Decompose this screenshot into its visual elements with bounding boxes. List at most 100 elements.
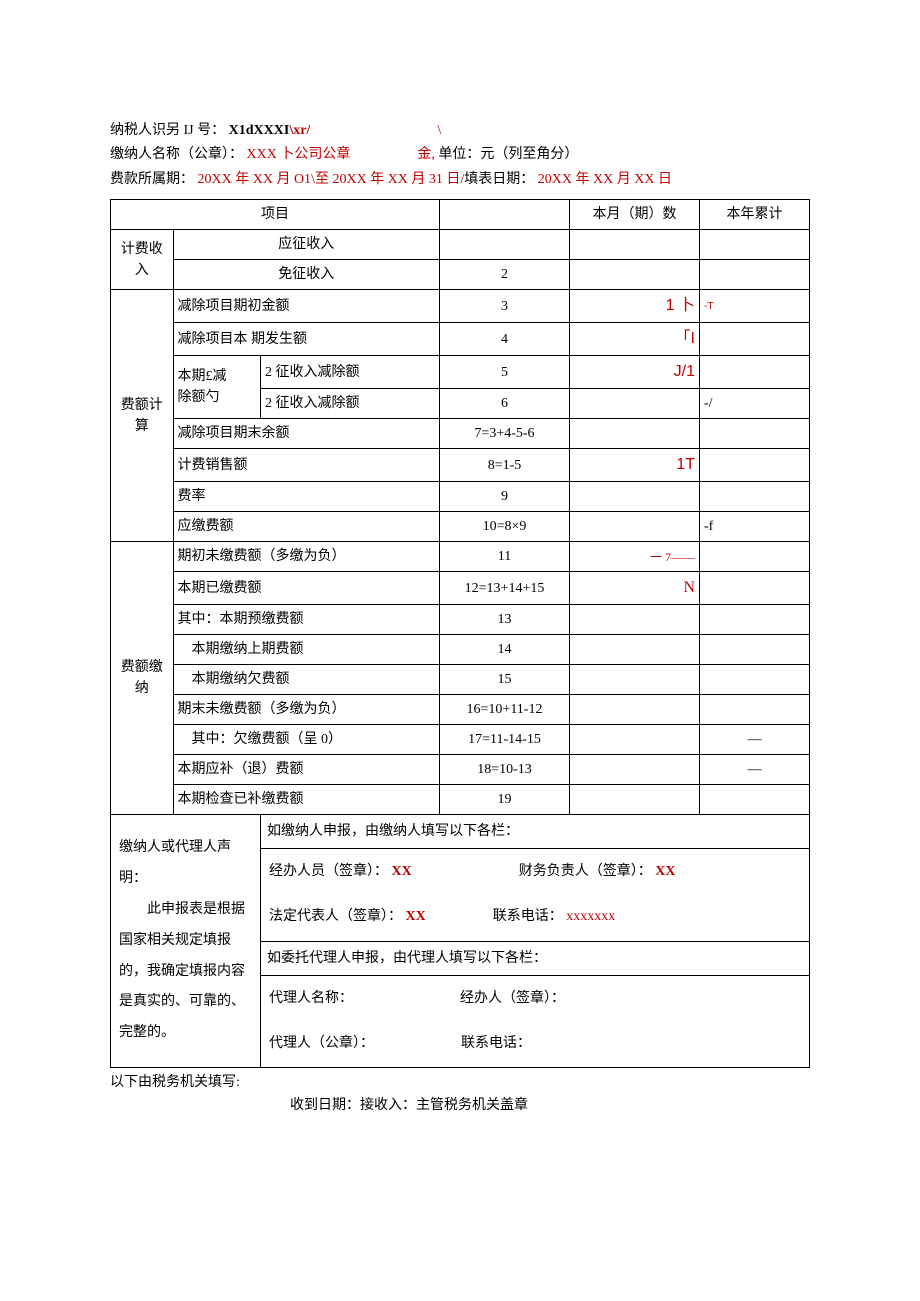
table-row: 期末未缴费额（多缴为负） 16=10+11-12 bbox=[111, 695, 810, 725]
agent-tel-label: 联系电话： bbox=[461, 1036, 531, 1051]
header-taxpayer-id: 纳税人识另 IJ 号： X1dXXXI\xr/ \ bbox=[110, 120, 810, 142]
sub-b: 2 征收入减除额 bbox=[261, 389, 440, 419]
row-year bbox=[700, 695, 810, 725]
table-row: 本期缴纳上期费额 14 bbox=[111, 635, 810, 665]
legal-label: 法定代表人（签章）： bbox=[269, 909, 402, 924]
row-year bbox=[700, 572, 810, 605]
finance-label: 财务负责人（签章）： bbox=[519, 864, 652, 879]
row-year bbox=[700, 419, 810, 449]
agent-handler-label: 经办人（签章）： bbox=[460, 991, 565, 1006]
row-month bbox=[570, 389, 700, 419]
row-label: 本期已缴费额 bbox=[173, 572, 440, 605]
row-label: 应征收入 bbox=[173, 230, 440, 260]
row-label: 减除项目期末余额 bbox=[173, 419, 440, 449]
row-year: -T bbox=[700, 290, 810, 323]
row-month bbox=[570, 419, 700, 449]
row-num bbox=[440, 230, 570, 260]
label: 缴纳人名称（公章）： bbox=[110, 147, 243, 162]
row-year bbox=[700, 449, 810, 482]
row-label: 期初未缴费额（多缴为负） bbox=[173, 542, 440, 572]
value-red: \xr/ bbox=[289, 123, 310, 138]
row-num: 4 bbox=[440, 323, 570, 356]
agent-seal-label: 代理人（公章）： bbox=[269, 1036, 374, 1051]
row-month: 「I bbox=[570, 323, 700, 356]
decl-body: 此申报表是根据国家相关规定填报的，我确定填报内容是真实的、可靠的、完整的。 bbox=[119, 895, 252, 1049]
row-num: 10=8×9 bbox=[440, 512, 570, 542]
tel-value: xxxxxxx bbox=[566, 909, 615, 924]
tel-label: 联系电话： bbox=[493, 909, 563, 924]
row-num: 13 bbox=[440, 605, 570, 635]
row-month: 一 7—— bbox=[570, 542, 700, 572]
row-month bbox=[570, 605, 700, 635]
table-row: 费额缴纳 期初未缴费额（多缴为负） 11 一 7—— bbox=[111, 542, 810, 572]
row-label: 费率 bbox=[173, 482, 440, 512]
row-month: 1T bbox=[570, 449, 700, 482]
col-num bbox=[440, 200, 570, 230]
row-num: 3 bbox=[440, 290, 570, 323]
row-year bbox=[700, 605, 810, 635]
row-year bbox=[700, 323, 810, 356]
row-num: 12=13+14+15 bbox=[440, 572, 570, 605]
row-month bbox=[570, 695, 700, 725]
row-month: N bbox=[570, 572, 700, 605]
payer-sign-block: 经办人员（签章）： XX 财务负责人（签章）： XX 法定代表人（签章）： XX… bbox=[261, 849, 810, 942]
t: 本期£减 bbox=[178, 369, 227, 384]
end: 20XX 年 XX 月 31 日 bbox=[332, 172, 460, 187]
row-month: 1 卜 bbox=[570, 290, 700, 323]
table-row: 本期已缴费额 12=13+14+15 N bbox=[111, 572, 810, 605]
decl-title: 缴纳人或代理人声明： bbox=[119, 833, 252, 895]
row-num: 17=11-14-15 bbox=[440, 725, 570, 755]
row-month bbox=[570, 755, 700, 785]
table-header-row: 项目 本月（期）数 本年累计 bbox=[111, 200, 810, 230]
table-row: 费额计算 减除项目期初金额 3 1 卜 -T bbox=[111, 290, 810, 323]
t: 除额勺 bbox=[178, 390, 220, 405]
footer: 以下由税务机关填写: 收到日期：接收入：主管税务机关盖章 bbox=[110, 1072, 810, 1117]
header-payer-name: 缴纳人名称（公章）： XXX 卜公司公章 金, 单位：元（列至角分） bbox=[110, 144, 810, 166]
row-month bbox=[570, 785, 700, 815]
row-year bbox=[700, 665, 810, 695]
handler-label: 经办人员（签章）： bbox=[269, 864, 388, 879]
row-label: 其中：欠缴费额（呈 0） bbox=[173, 725, 440, 755]
fill-label: 填表日期： bbox=[464, 172, 534, 187]
handler-value: XX bbox=[392, 864, 412, 879]
sep: \至 bbox=[311, 172, 329, 187]
row-num: 18=10-13 bbox=[440, 755, 570, 785]
legal-value: XX bbox=[406, 909, 426, 924]
group-income: 计费收入 bbox=[111, 230, 174, 290]
col-month: 本月（期）数 bbox=[570, 200, 700, 230]
row-month bbox=[570, 725, 700, 755]
row-label: 本期检查已补缴费额 bbox=[173, 785, 440, 815]
row-month bbox=[570, 512, 700, 542]
group-pay: 费额缴纳 bbox=[111, 542, 174, 815]
label: 纳税人识另 IJ 号： bbox=[110, 123, 225, 138]
value-red: XXX 卜公司公章 bbox=[247, 147, 351, 162]
row-label: 期末未缴费额（多缴为负） bbox=[173, 695, 440, 725]
finance-value: XX bbox=[655, 864, 675, 879]
footer-line1: 以下由税务机关填写: bbox=[110, 1072, 810, 1094]
row-num: 9 bbox=[440, 482, 570, 512]
row-num: 7=3+4-5-6 bbox=[440, 419, 570, 449]
table-row: 免征收入 2 bbox=[111, 260, 810, 290]
fill-value: 20XX 年 XX 月 XX 日 bbox=[538, 172, 672, 187]
row-label: 应缴费额 bbox=[173, 512, 440, 542]
header-period: 费款所属期： 20XX 年 XX 月 O1\至 20XX 年 XX 月 31 日… bbox=[110, 169, 810, 191]
sub-a: 本期£减 除额勺 bbox=[173, 356, 261, 419]
table-row: 计费销售额 8=1-5 1T bbox=[111, 449, 810, 482]
col-item: 项目 bbox=[111, 200, 440, 230]
group-calc: 费额计算 bbox=[111, 290, 174, 542]
row-num: 5 bbox=[440, 356, 570, 389]
table-row: 本期£减 除额勺 2 征收入减除额 5 J/1 bbox=[111, 356, 810, 389]
row-year bbox=[700, 785, 810, 815]
unit-prefix: 金, bbox=[417, 147, 435, 162]
decl-row-1: 缴纳人或代理人声明： 此申报表是根据国家相关规定填报的，我确定填报内容是真实的、… bbox=[111, 815, 810, 849]
row-year bbox=[700, 260, 810, 290]
table-row: 其中：欠缴费额（呈 0） 17=11-14-15 — bbox=[111, 725, 810, 755]
col-year: 本年累计 bbox=[700, 200, 810, 230]
row-label: 本期应补（退）费额 bbox=[173, 755, 440, 785]
row-year bbox=[700, 635, 810, 665]
row-year bbox=[700, 542, 810, 572]
table-row: 其中：本期预缴费额 13 bbox=[111, 605, 810, 635]
row-label: 免征收入 bbox=[173, 260, 440, 290]
table-row: 应缴费额 10=8×9 -f bbox=[111, 512, 810, 542]
agent-sign-block: 代理人名称： 经办人（签章）： 代理人（公章）： 联系电话： bbox=[261, 975, 810, 1068]
